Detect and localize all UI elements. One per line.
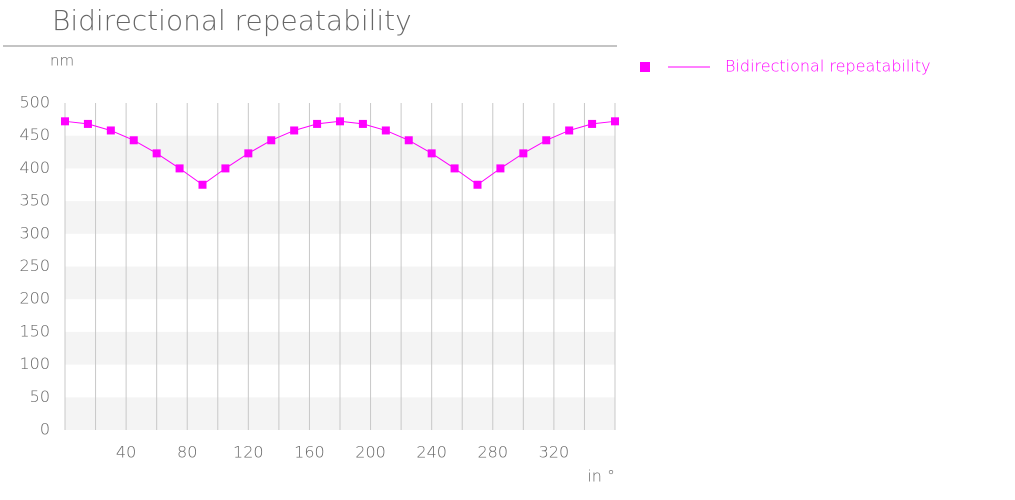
point <box>313 119 322 128</box>
x-tick-label: 280 <box>478 443 509 462</box>
point <box>611 117 619 126</box>
x-tick-label: 200 <box>355 443 386 462</box>
point <box>336 117 344 126</box>
point <box>381 126 390 135</box>
y-tick-label: 400 <box>19 158 50 177</box>
point <box>198 180 207 189</box>
y-tick-label: 0 <box>40 420 50 439</box>
x-tick-label: 240 <box>416 443 447 462</box>
x-tick-label: 320 <box>539 443 570 462</box>
y-tick-label: 450 <box>19 125 50 144</box>
point <box>496 164 505 173</box>
chart-title: Bidirectional repeatability <box>52 4 412 37</box>
point <box>427 149 436 158</box>
y-tick-label: 300 <box>19 223 50 242</box>
y-tick-label: 500 <box>19 93 50 112</box>
x-tick-label: 40 <box>116 443 136 462</box>
point <box>221 164 230 173</box>
x-axis-label: in ° <box>587 467 615 486</box>
x-tick-label: 120 <box>233 443 264 462</box>
point <box>175 164 184 173</box>
point <box>542 136 551 145</box>
y-axis-label: nm <box>50 52 74 70</box>
point <box>83 119 92 128</box>
point <box>450 164 459 173</box>
legend-marker <box>640 62 650 72</box>
point <box>565 126 574 135</box>
point <box>152 149 161 158</box>
point <box>106 126 115 135</box>
point <box>244 149 253 158</box>
legend-label: Bidirectional repeatability <box>725 57 931 76</box>
point <box>61 117 69 126</box>
x-tick-label: 160 <box>294 443 325 462</box>
point <box>519 149 528 158</box>
y-tick-label: 250 <box>19 256 50 275</box>
y-tick-label: 100 <box>19 354 50 373</box>
y-tick-label: 200 <box>19 289 50 308</box>
point <box>290 126 299 135</box>
y-tick-label: 150 <box>19 321 50 340</box>
point <box>588 119 597 128</box>
point <box>473 180 482 189</box>
point <box>129 136 138 145</box>
point <box>267 136 276 145</box>
point <box>404 136 413 145</box>
y-tick-label: 350 <box>19 191 50 210</box>
y-tick-label: 50 <box>30 387 50 406</box>
x-tick-label: 80 <box>177 443 197 462</box>
point <box>358 119 367 128</box>
